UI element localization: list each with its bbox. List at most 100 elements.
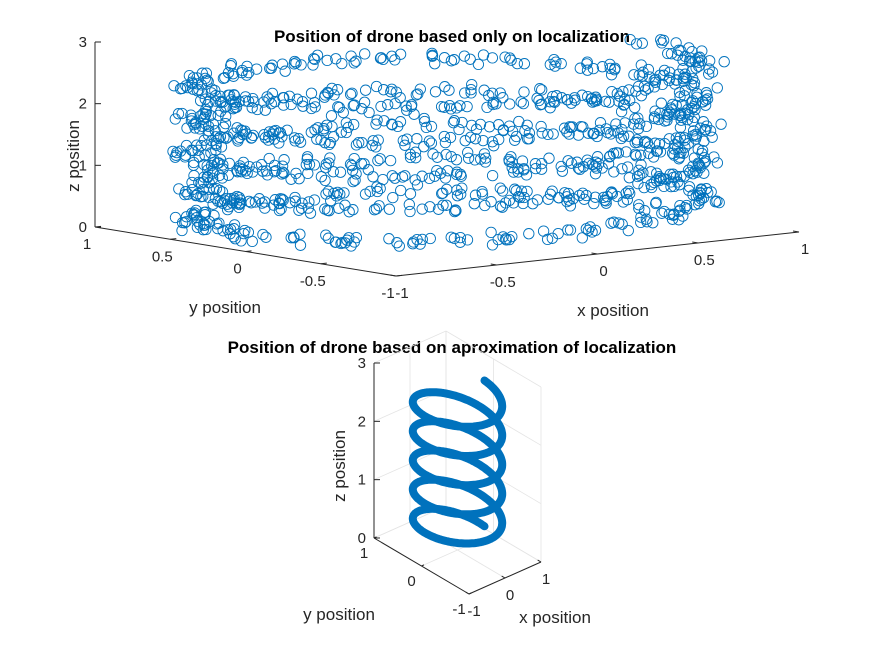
plot2-y-tick-label: 1 [360, 545, 368, 562]
plot1-data-point [405, 206, 415, 216]
plot1-data-point [498, 186, 508, 196]
plot1-data-point [374, 201, 384, 211]
plot1-y-tick [396, 275, 402, 276]
plot1-data-point [618, 86, 628, 96]
plot1-data-point [578, 188, 588, 198]
plot1-data-point [623, 225, 633, 235]
plot1-data-point [385, 155, 395, 165]
plot1-x-tick-label: 1 [801, 241, 809, 258]
plot1-data-points [168, 34, 730, 251]
plot1-data-point [247, 236, 257, 246]
plot1-data-point [335, 167, 345, 177]
plot1-data-point [439, 131, 449, 141]
plot1-xlabel: x position [577, 301, 649, 320]
plot1-data-point [348, 205, 358, 215]
plot1-data-point [351, 140, 361, 150]
plot1-data-point [463, 147, 473, 157]
plot1-z-tick-label: 0 [79, 219, 87, 236]
plot1-data-point [712, 158, 722, 168]
plot1-data-point [430, 87, 440, 97]
plot1-data-point [495, 183, 505, 193]
plot1-data-point [528, 199, 538, 209]
plot2-x-tick-label: 1 [542, 571, 550, 588]
plot1-data-point [376, 101, 386, 111]
plot1-data-point [405, 189, 415, 199]
plot1-data-point [478, 135, 488, 145]
plot1-y-tick [246, 251, 252, 252]
plot1-data-point [719, 57, 729, 67]
plot1-data-point [349, 153, 359, 163]
plot1-data-point [487, 240, 497, 250]
plot1-data-point [621, 147, 631, 157]
plot2-zlabel: z position [330, 430, 349, 502]
plot1-data-point [334, 203, 344, 213]
plot2-x-tick [502, 576, 505, 578]
plot1-x-tick [390, 275, 396, 276]
plot1-data-point [707, 67, 717, 77]
plot1-y-tick-label: 0.5 [152, 248, 173, 265]
plot1-data-point [396, 185, 406, 195]
plot1-data-point [360, 49, 370, 59]
plot1-x-tick-label: -1 [395, 285, 408, 302]
plot-approximation: Position of drone based on aproximation … [228, 331, 677, 627]
plot1-data-point [636, 60, 646, 70]
plot1-data-point [459, 51, 469, 61]
plot2-x-tick-label: 0 [506, 587, 514, 604]
plot1-data-point [308, 60, 318, 70]
plot1-data-point [274, 138, 284, 148]
plot1-data-point [237, 65, 247, 75]
plot1-data-point [709, 152, 719, 162]
plot1-data-point [451, 103, 461, 113]
plot1-x-tick-label: 0 [599, 263, 607, 280]
plot1-x-tick-label: 0.5 [694, 252, 715, 269]
plot1-data-point [394, 241, 404, 251]
plot1-data-point [597, 61, 607, 71]
plot1-data-point [465, 54, 475, 64]
plot1-data-point [480, 200, 490, 210]
plot1-data-point [373, 155, 383, 165]
plot1-data-point [487, 170, 497, 180]
plot1-data-point [279, 155, 289, 165]
plot1-data-point [424, 136, 434, 146]
plot1-data-point [204, 184, 214, 194]
plot1-data-point [630, 137, 640, 147]
plot1-data-point [462, 235, 472, 245]
plot1-x-tick [491, 264, 497, 265]
plot1-data-point [712, 83, 722, 93]
plot1-y-tick-label: 1 [83, 236, 91, 253]
plot1-data-point [356, 159, 366, 169]
plot1-data-point [425, 233, 435, 243]
plot2-y-tick-label: 0 [407, 573, 415, 590]
plot1-data-point [624, 85, 634, 95]
plot1-data-point [432, 165, 442, 175]
plot1-data-point [484, 122, 494, 132]
plot1-data-point [565, 225, 575, 235]
plot1-z-tick-label: 3 [79, 34, 87, 51]
plot1-data-point [486, 227, 496, 237]
plot1-data-point [462, 101, 472, 111]
plot1-data-point [258, 229, 268, 239]
plot1-y-tick [170, 239, 176, 240]
plot1-data-point [547, 186, 557, 196]
plot1-data-point [360, 85, 370, 95]
plot2-z-tick-label: 0 [358, 530, 366, 547]
plot1-data-point [486, 197, 496, 207]
plot1-ylabel: y position [189, 298, 261, 317]
plot1-y-tick-label: 0 [233, 261, 241, 278]
plot1-data-point [630, 102, 640, 112]
plot1-data-point [532, 195, 542, 205]
plot1-data-point [326, 111, 336, 121]
plot1-data-point [656, 98, 666, 108]
plot1-data-point [359, 97, 369, 107]
plot1-data-point [538, 226, 548, 236]
plot1-data-point [417, 204, 427, 214]
plot1-data-point [378, 85, 388, 95]
plot1-data-point [390, 55, 400, 65]
plot2-trajectory-line [413, 381, 502, 544]
plot1-data-point [383, 100, 393, 110]
plot2-grid [374, 331, 541, 594]
plot1-data-point [514, 116, 524, 126]
plot2-ylabel: y position [303, 605, 375, 624]
plot2-y-tick [422, 565, 425, 566]
plot1-data-point [607, 86, 617, 96]
